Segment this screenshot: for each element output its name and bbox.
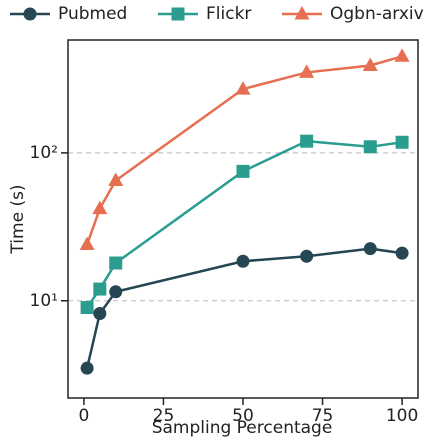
x-tick-label: 0: [78, 406, 89, 426]
marker: [235, 81, 251, 95]
marker: [109, 285, 123, 299]
legend-marker: [171, 7, 185, 21]
marker: [363, 140, 377, 154]
marker: [79, 236, 95, 251]
marker: [80, 361, 94, 375]
marker: [92, 200, 108, 215]
legend-label: Flickr: [206, 4, 251, 24]
marker: [363, 242, 377, 256]
marker: [108, 172, 124, 187]
x-axis-label: Sampling Percentage: [152, 418, 333, 438]
marker: [395, 135, 409, 149]
x-tick-label: 25: [153, 406, 175, 426]
marker: [300, 134, 314, 148]
marker: [80, 301, 94, 315]
legend-marker: [23, 7, 37, 21]
x-tick-label: 50: [232, 406, 254, 426]
legend-label: Pubmed: [58, 4, 127, 24]
y-tick-label: 10²: [30, 143, 58, 163]
legend-label: Ogbn-arxiv: [330, 4, 424, 24]
x-tick-label: 75: [312, 406, 334, 426]
marker: [93, 282, 107, 296]
plot-frame: [67, 39, 419, 399]
marker: [395, 246, 409, 260]
y-tick-label: 10¹: [30, 291, 58, 311]
marker: [299, 64, 315, 78]
marker: [362, 57, 378, 71]
y-axis-label: Time (s): [8, 184, 28, 254]
marker: [394, 48, 410, 62]
marker: [93, 307, 107, 321]
marker: [236, 164, 250, 178]
marker: [236, 254, 250, 268]
marker: [300, 249, 314, 263]
legend-marker: [294, 6, 310, 20]
x-tick-label: 100: [386, 406, 418, 426]
marker: [109, 256, 123, 270]
